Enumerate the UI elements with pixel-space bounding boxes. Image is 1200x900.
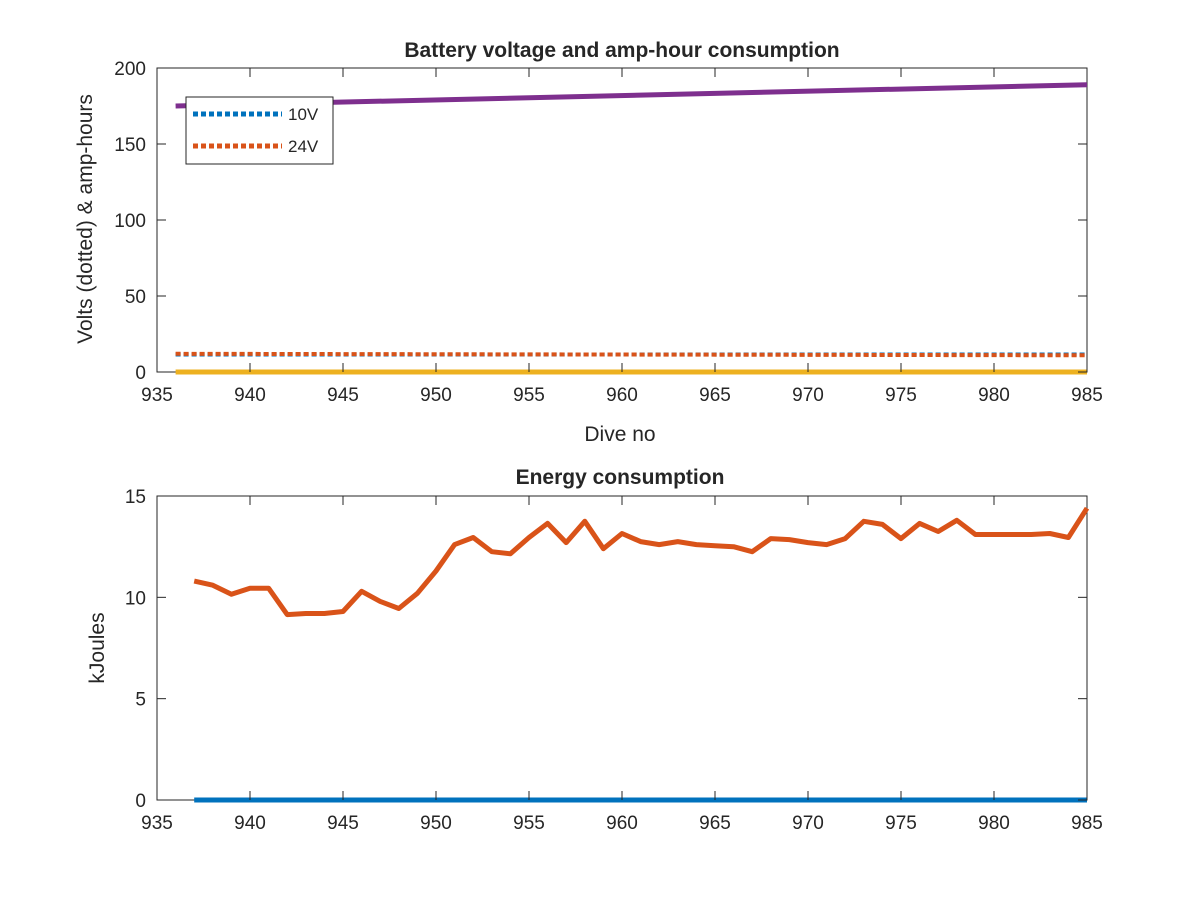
x-tick-label: 950: [420, 813, 452, 834]
x-tick-label: 955: [513, 385, 545, 406]
x-tick-label: 935: [141, 813, 173, 834]
y-tick-label: 0: [135, 791, 146, 812]
chart-title: Battery voltage and amp-hour consumption: [404, 39, 839, 62]
y-axis-label: Volts (dotted) & amp-hours: [74, 94, 97, 344]
x-tick-label: 965: [699, 385, 731, 406]
chart-title: Energy consumption: [516, 466, 725, 489]
x-tick-label: 950: [420, 385, 452, 406]
x-tick-label: 980: [978, 813, 1010, 834]
x-tick-label: 970: [792, 385, 824, 406]
y-tick-label: 200: [114, 59, 146, 80]
x-tick-label: 985: [1071, 385, 1103, 406]
x-tick-label: 960: [606, 813, 638, 834]
y-tick-label: 0: [135, 363, 146, 384]
x-tick-label: 945: [327, 813, 359, 834]
y-tick-label: 10: [125, 588, 146, 609]
y-tick-label: 150: [114, 135, 146, 156]
x-tick-label: 970: [792, 813, 824, 834]
x-axis-label: Dive no: [584, 423, 655, 446]
x-tick-label: 940: [234, 813, 266, 834]
legend-box: [185, 96, 334, 165]
x-tick-label: 985: [1071, 813, 1103, 834]
x-tick-label: 980: [978, 385, 1010, 406]
series-line-1: [193, 506, 1090, 618]
y-tick-label: 50: [125, 287, 146, 308]
legend-label-24v: 24V: [288, 137, 319, 156]
x-tick-label: 975: [885, 813, 917, 834]
x-tick-label: 935: [141, 385, 173, 406]
y-tick-label: 15: [125, 487, 146, 508]
x-tick-label: 940: [234, 385, 266, 406]
legend: 10V 24V: [185, 96, 334, 165]
legend-label-10v: 10V: [288, 105, 319, 124]
voltage-amphour-chart: 935 940 945 950 955 960 965 970 975 980 985 0 50 100 1…: [74, 39, 1103, 446]
y-tick-label: 100: [114, 211, 146, 232]
x-tick-label: 960: [606, 385, 638, 406]
tick-layer: 935 940 945 950 955 960 965 970 975 980 985 0 5 10 15: [125, 487, 1103, 834]
x-tick-label: 975: [885, 385, 917, 406]
tick-layer: 935 940 945 950 955 960 965 970 975 980 985 0 50 100 1…: [114, 59, 1103, 406]
x-tick-label: 955: [513, 813, 545, 834]
y-tick-label: 5: [135, 690, 146, 711]
x-tick-label: 945: [327, 385, 359, 406]
energy-consumption-chart: 935 940 945 950 955 960 965 970 975 980 985051015 …: [86, 466, 1103, 834]
y-axis-label: kJoules: [86, 612, 109, 683]
plot-area-frame: [156, 495, 1088, 801]
x-tick-label: 965: [699, 813, 731, 834]
